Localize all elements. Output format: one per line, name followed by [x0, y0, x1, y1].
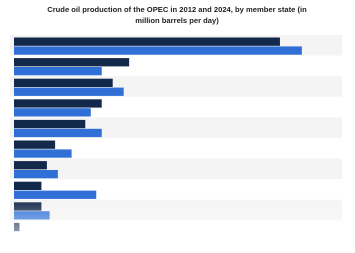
bar [14, 108, 91, 117]
chart-title: Crude oil production of the OPEC in 2012… [47, 5, 307, 25]
fade-overlay [0, 198, 355, 253]
row-band [10, 138, 342, 159]
bar [14, 67, 102, 76]
bar [14, 181, 42, 190]
bar [14, 190, 97, 199]
bar [14, 161, 47, 170]
bar [14, 170, 58, 179]
bar [14, 37, 280, 46]
bar [14, 128, 102, 138]
bar [14, 140, 56, 149]
bar [14, 99, 102, 108]
bar [14, 46, 302, 55]
row-band [10, 158, 342, 180]
bar [14, 78, 113, 87]
bar [14, 149, 72, 158]
bar [14, 58, 130, 67]
bar [14, 87, 124, 96]
bar [14, 119, 86, 129]
